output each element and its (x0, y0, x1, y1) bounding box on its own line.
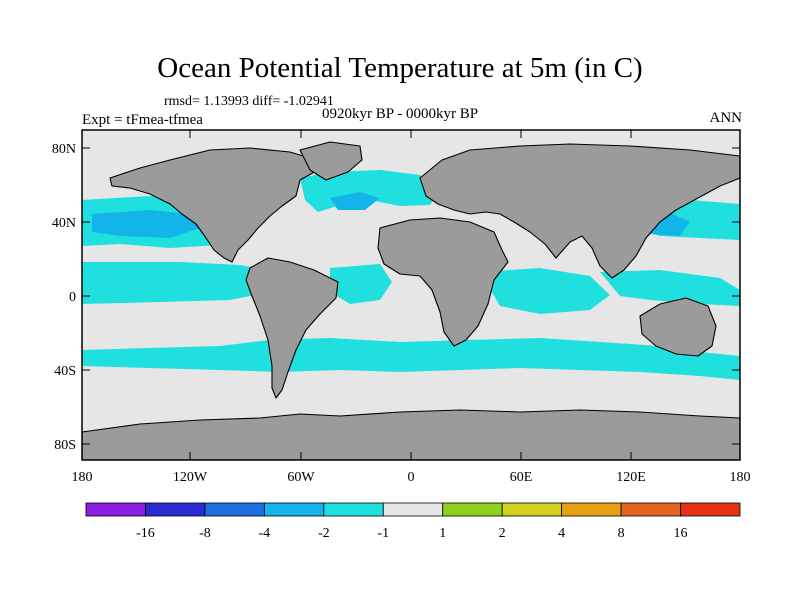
colorbar-swatch (145, 502, 206, 517)
lat-label-40n: 40N (52, 216, 76, 231)
colorbar-swatch (85, 502, 146, 517)
colorbar-label: 2 (499, 526, 506, 541)
north-pacific-deep-cooling (92, 210, 200, 238)
colorbar-label: -2 (318, 526, 330, 541)
eurasia (419, 143, 740, 279)
southern-ocean-band (82, 338, 740, 380)
stats-label: rmsd= 1.13993 diff= -1.02941 (164, 94, 334, 109)
colorbar-label: 16 (674, 526, 688, 541)
lon-label-60w: 60W (287, 470, 315, 485)
tropical-pacific-band (82, 262, 275, 304)
lat-label-40s: 40S (54, 364, 76, 379)
lon-label-180e: 180 (730, 470, 751, 485)
north-america (109, 147, 319, 263)
lat-label-80n: 80N (52, 142, 76, 157)
colorbar-swatch (382, 502, 444, 517)
season-label: ANN (709, 110, 743, 126)
western-pacific-band (600, 270, 740, 306)
africa (377, 217, 509, 347)
colorbar-label: 8 (618, 526, 625, 541)
colorbar-swatch (442, 502, 503, 517)
lat-label-0: 0 (69, 290, 76, 305)
colorbar-swatch (501, 502, 563, 517)
colorbar-swatch (323, 502, 384, 517)
chart-title: Ocean Potential Temperature at 5m (in C) (157, 52, 643, 84)
lon-label-120w: 120W (173, 470, 208, 485)
longitude-labels: 180 120W 60W 0 60E 120E 180 (72, 470, 751, 485)
antarctica (82, 409, 740, 460)
lon-label-180w: 180 (72, 470, 93, 485)
colorbar-label: -4 (259, 526, 271, 541)
australia (639, 297, 717, 357)
colorbar-swatch (620, 502, 681, 517)
colorbar: -16 -8 -4 -2 -1 1 2 4 8 16 (85, 502, 741, 541)
colorbar-swatch (680, 502, 741, 517)
lon-label-60e: 60E (510, 470, 533, 485)
period-label: 0920kyr BP - 0000kyr BP (322, 106, 479, 122)
south-america (245, 257, 339, 399)
lon-label-0: 0 (408, 470, 415, 485)
colorbar-swatch (204, 502, 265, 517)
lat-label-80s: 80S (54, 438, 76, 453)
tick-marks (82, 130, 740, 460)
lon-label-120e: 120E (616, 470, 646, 485)
experiment-label: Expt = tFmea-tfmea (82, 112, 203, 128)
colorbar-label: -8 (199, 526, 211, 541)
colorbar-swatch (561, 502, 622, 517)
colorbar-label: 1 (439, 526, 446, 541)
gulf-stream-deep-cooling (330, 192, 380, 210)
land-masses (82, 141, 740, 460)
tropical-atlantic-band (330, 264, 392, 304)
latitude-labels: 80N 40N 0 40S 80S (52, 142, 76, 453)
indian-ocean-band (480, 268, 610, 314)
colorbar-label: -16 (136, 526, 155, 541)
colorbar-label: -1 (377, 526, 389, 541)
colorbar-label: 4 (558, 526, 565, 541)
colorbar-swatch (263, 502, 325, 517)
map-plot-area (82, 130, 740, 460)
greenland (299, 141, 363, 181)
